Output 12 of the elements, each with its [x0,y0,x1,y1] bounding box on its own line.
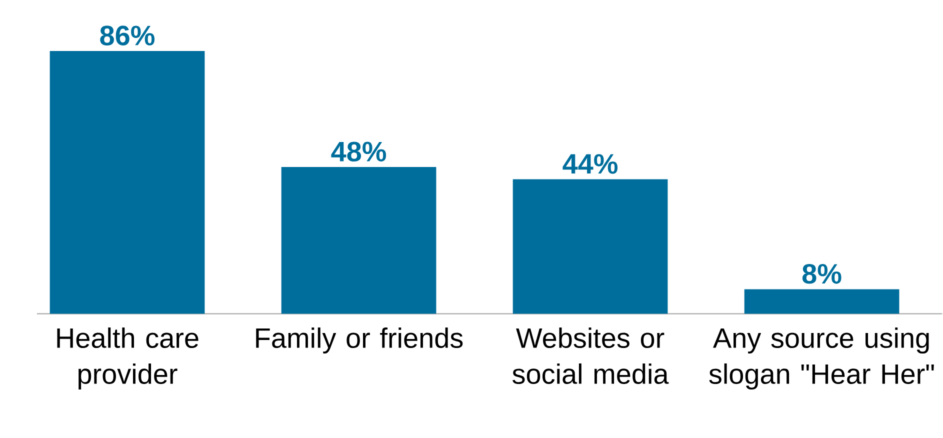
bar [281,167,436,314]
data-label: 44% [562,154,618,174]
data-label: 86% [100,26,155,46]
x-tick-label: Any source using slogan "Hear Her" [709,328,934,390]
data-label: 48% [331,142,386,162]
x-tick-label: Websites or social media [512,328,669,384]
data-label: 8% [802,264,842,284]
bar [512,179,668,314]
bar [744,289,900,314]
x-tick-label: Health care provider [57,328,198,390]
x-tick-label: Family or friends [256,328,463,354]
bar [50,51,205,314]
